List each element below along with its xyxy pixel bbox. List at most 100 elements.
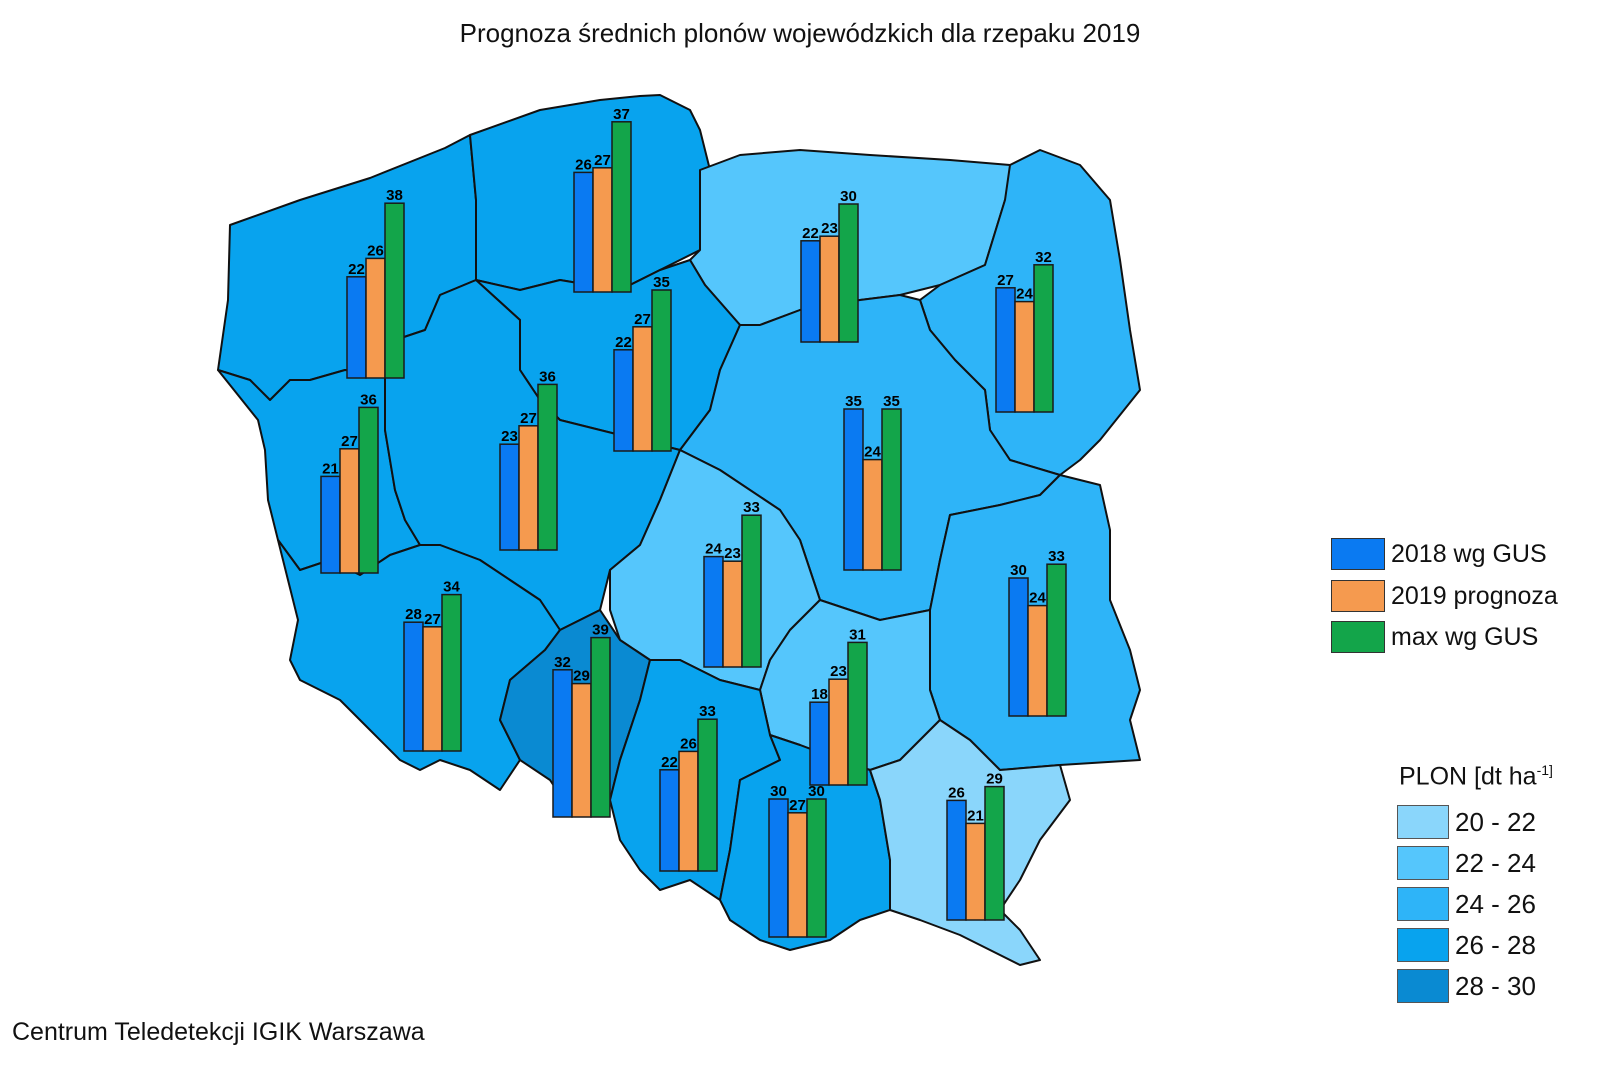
bar-label-2019-kujawsko-pomorskie: 27 <box>634 311 651 328</box>
bar-label-max-lubelskie: 33 <box>1048 548 1065 565</box>
bar-max-swietokrzyskie <box>847 641 868 786</box>
scale-class-4: 26 - 28 <box>1397 928 1536 962</box>
bar-2018-lubelskie <box>1008 577 1029 717</box>
bar-max-dolnoslaskie <box>441 593 462 752</box>
bar-max-zachodniopomorskie <box>384 202 405 379</box>
bar-2018-wielkopolskie <box>499 443 520 551</box>
bar-label-2019-mazowieckie: 24 <box>864 444 881 461</box>
scale-swatch <box>1397 805 1449 839</box>
bar-2018-dolnoslaskie <box>403 621 424 752</box>
bar-group-pomorskie: 26 27 37 <box>573 106 632 293</box>
bar-2018-malopolskie <box>768 798 789 938</box>
bar-2019-pomorskie <box>592 167 613 293</box>
legend-item-2019: 2019 prognoza <box>1331 580 1558 612</box>
bar-max-lubuskie <box>358 406 379 574</box>
bar-label-max-podkarpackie: 29 <box>986 771 1003 788</box>
legend-item-2018: 2018 wg GUS <box>1331 538 1547 570</box>
bar-2018-warminsko-mazurskie <box>800 240 821 343</box>
bar-label-2018-opolskie: 32 <box>554 654 571 671</box>
scale-swatch <box>1397 969 1449 1003</box>
bar-label-max-swietokrzyskie: 31 <box>849 626 866 643</box>
bar-label-2019-wielkopolskie: 27 <box>520 410 537 427</box>
bar-label-2018-lubuskie: 21 <box>322 460 339 477</box>
bar-max-kujawsko-pomorskie <box>651 289 672 452</box>
bar-max-pomorskie <box>611 121 632 293</box>
bar-label-2018-podkarpackie: 26 <box>948 784 965 801</box>
legend-label-2018: 2018 wg GUS <box>1391 539 1547 568</box>
bar-2018-lodzkie <box>703 555 724 668</box>
bar-label-max-lubuskie: 36 <box>360 391 377 408</box>
bar-label-max-pomorskie: 37 <box>613 106 630 123</box>
bar-2019-zachodniopomorskie <box>365 257 386 379</box>
bar-2019-slaskie <box>678 750 699 872</box>
scale-class-2: 22 - 24 <box>1397 846 1536 880</box>
bar-2018-lubuskie <box>320 475 341 574</box>
bar-label-2019-pomorskie: 27 <box>594 152 611 169</box>
bar-max-wielkopolskie <box>537 383 558 551</box>
bar-label-2018-slaskie: 22 <box>661 754 678 771</box>
bar-label-2018-podlaskie: 27 <box>997 272 1014 289</box>
bar-2018-podlaskie <box>995 287 1016 413</box>
credit-text: Centrum Teledetekcji IGIK Warszawa <box>12 1018 425 1046</box>
scale-label: 26 - 28 <box>1455 929 1536 960</box>
legend-swatch-2019 <box>1331 580 1385 612</box>
bar-max-slaskie <box>697 718 718 872</box>
legend-label-2019: 2019 prognoza <box>1391 581 1558 610</box>
bar-label-max-warminsko-mazurskie: 30 <box>840 188 857 205</box>
bar-label-max-kujawsko-pomorskie: 35 <box>653 274 670 291</box>
bar-label-2018-dolnoslaskie: 28 <box>405 606 422 623</box>
bar-2019-podkarpackie <box>965 822 986 921</box>
bar-2018-podkarpackie <box>946 799 967 921</box>
bar-label-2019-opolskie: 29 <box>573 668 590 685</box>
bar-2018-kujawsko-pomorskie <box>613 349 634 452</box>
bar-2019-mazowieckie <box>862 458 883 571</box>
bar-label-2019-slaskie: 26 <box>680 735 697 752</box>
bar-label-2019-podlaskie: 24 <box>1016 286 1033 303</box>
bar-label-2019-lodzkie: 23 <box>724 545 741 562</box>
bar-max-podkarpackie <box>984 785 1005 921</box>
bar-label-2019-warminsko-mazurskie: 23 <box>821 220 838 237</box>
scale-legend-title: PLON [dt ha-1] <box>1399 762 1553 791</box>
scale-label: 20 - 22 <box>1455 806 1536 837</box>
bar-label-2018-swietokrzyskie: 18 <box>811 686 828 703</box>
bar-label-2018-kujawsko-pomorskie: 22 <box>615 334 632 351</box>
bar-label-2018-lubelskie: 30 <box>1010 562 1027 579</box>
bar-label-2018-zachodniopomorskie: 22 <box>348 261 365 278</box>
scale-label: 22 - 24 <box>1455 847 1536 878</box>
bar-label-max-wielkopolskie: 36 <box>539 368 556 385</box>
bar-label-2018-pomorskie: 26 <box>575 156 592 173</box>
map-title: Prognoza średnich plonów wojewódzkich dl… <box>459 18 1141 48</box>
bar-max-malopolskie <box>806 798 827 938</box>
bar-label-2018-warminsko-mazurskie: 22 <box>802 225 819 242</box>
scale-swatch <box>1397 887 1449 921</box>
bar-label-2018-wielkopolskie: 23 <box>501 428 518 445</box>
bar-2019-lubuskie <box>339 448 360 574</box>
bar-label-max-podlaskie: 32 <box>1035 249 1052 266</box>
scale-class-5: 28 - 30 <box>1397 969 1536 1003</box>
scale-swatch <box>1397 928 1449 962</box>
bar-label-2018-malopolskie: 30 <box>770 783 787 800</box>
bar-label-max-malopolskie: 30 <box>808 783 825 800</box>
bar-2019-dolnoslaskie <box>422 626 443 752</box>
legend-swatch-max <box>1331 621 1385 653</box>
bar-label-2018-mazowieckie: 35 <box>845 393 862 410</box>
bar-2018-opolskie <box>552 669 573 818</box>
bar-2019-kujawsko-pomorskie <box>632 326 653 452</box>
bar-2018-slaskie <box>659 769 680 872</box>
bar-2019-lodzkie <box>722 560 743 668</box>
bar-label-max-dolnoslaskie: 34 <box>443 579 460 596</box>
bar-label-2019-zachodniopomorskie: 26 <box>367 242 384 259</box>
bar-2019-opolskie <box>571 682 592 818</box>
bar-label-max-mazowieckie: 35 <box>883 393 900 410</box>
bar-group-mazowieckie: 35 24 35 <box>843 393 902 571</box>
legend-label-max: max wg GUS <box>1391 622 1539 651</box>
